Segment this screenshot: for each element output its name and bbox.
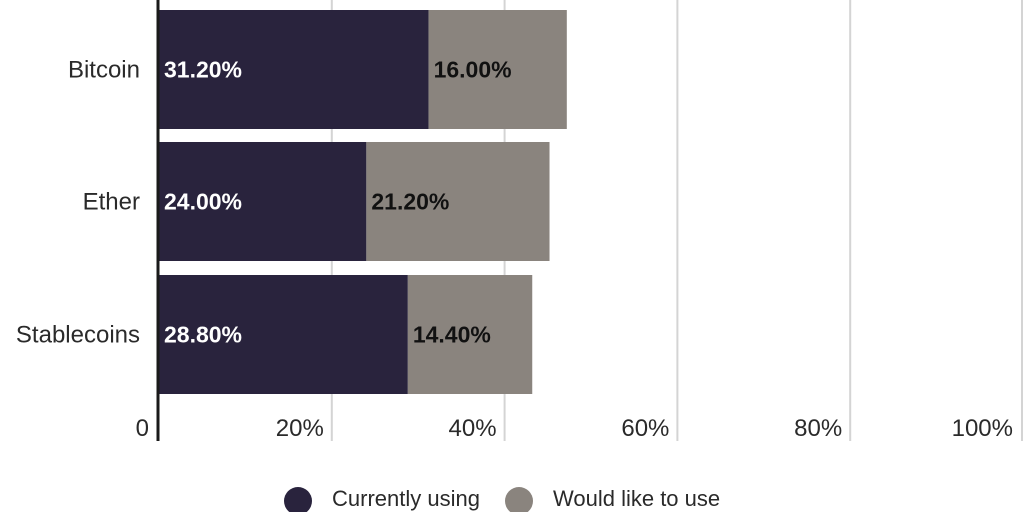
- bar-ether-series-1: [366, 142, 550, 261]
- x-tick-label-80: 80%: [794, 415, 842, 442]
- bar-bitcoin-series-1: [428, 10, 567, 129]
- data-label-ether-series-1: 21.20%: [371, 189, 449, 215]
- x-tick-label-0: 0: [136, 415, 149, 442]
- data-label-ether-series-0: 24.00%: [164, 189, 242, 215]
- data-label-stablecoins-series-1: 14.40%: [413, 322, 491, 348]
- bar-stablecoins-series-1: [407, 275, 533, 394]
- legend-swatch-series-0: [284, 487, 312, 512]
- category-label-stablecoins: Stablecoins: [16, 322, 140, 349]
- data-label-bitcoin-series-0: 31.20%: [164, 57, 242, 83]
- data-labels: 31.20% 16.00% 24.00% 21.20% 28.80% 14.40%: [164, 57, 512, 348]
- category-label-ether: Ether: [83, 189, 140, 216]
- legend: Currently using Would like to use: [284, 486, 720, 512]
- axes: Bitcoin Ether Stablecoins 0 20% 40% 60% 80% 100%: [16, 0, 1013, 442]
- x-tick-label-20: 20%: [276, 415, 324, 442]
- bars: [159, 10, 567, 394]
- data-label-bitcoin-series-1: 16.00%: [434, 57, 512, 83]
- x-tick-label-100: 100%: [952, 415, 1013, 442]
- x-tick-label-60: 60%: [621, 415, 669, 442]
- category-label-bitcoin: Bitcoin: [68, 57, 140, 84]
- bar-bitcoin-series-0: [159, 10, 429, 129]
- data-label-stablecoins-series-0: 28.80%: [164, 322, 242, 348]
- bar-stablecoins-series-0: [159, 275, 408, 394]
- legend-label-series-0: Currently using: [332, 486, 480, 511]
- legend-swatch-series-1: [505, 487, 533, 512]
- bar-ether-series-0: [159, 142, 367, 261]
- x-tick-label-40: 40%: [449, 415, 497, 442]
- legend-label-series-1: Would like to use: [553, 486, 720, 511]
